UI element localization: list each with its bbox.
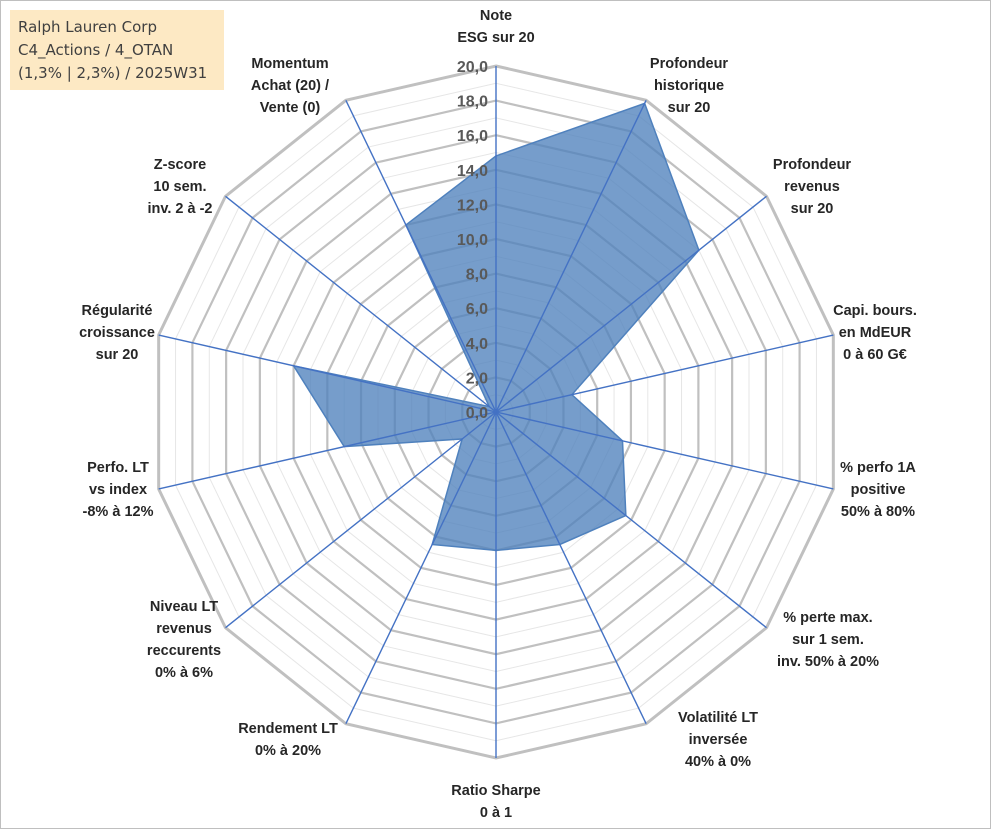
axis-label: Rendement LT 0% à 20% (238, 718, 338, 762)
axis-label-line: Niveau LT (149, 599, 219, 615)
axis-spoke (495, 411, 767, 629)
axis-label-line: positive (850, 482, 906, 498)
axis-spoke (495, 334, 834, 413)
axis-label: Capi. bours. en MdEUR 0 à 60 G€ (833, 300, 917, 366)
axis-label-line: reccurents (146, 643, 222, 659)
axis-label-line: vs index (88, 482, 148, 498)
tick-label: 4,0 (466, 336, 488, 353)
axis-spoke (345, 99, 497, 413)
axis-label: Z-score 10 sem. inv. 2 à -2 (147, 154, 212, 220)
axis-label-line: Vente (0) (259, 100, 321, 116)
axis-spoke (495, 411, 834, 490)
axis-label-line: % perfo 1A (840, 460, 916, 476)
axis-label-line: 40% à 0% (684, 754, 752, 770)
axis-label-line: croissance (79, 325, 155, 341)
tick-label: 6,0 (466, 301, 488, 318)
axis-label-line: Note (479, 8, 513, 24)
axis-label-line: Momentum (251, 56, 329, 72)
tick-labels: 0,0 2,0 4,0 6,0 8,0 10,0 12,0 14,0 16,0 18,0 20,0 (457, 59, 488, 422)
axis-label-line: 0 à 1 (479, 805, 513, 821)
axis-label-line: sur 20 (667, 100, 711, 116)
tick-label: 20,0 (457, 59, 488, 76)
axis-label-line: en MdEUR (838, 325, 912, 341)
axis-label: Profondeur historique sur 20 (650, 53, 728, 119)
axis-spoke (225, 411, 497, 629)
axis-label-line: revenus (784, 179, 840, 195)
axis-label-line: 0% à 20% (254, 743, 322, 759)
axis-label-line: Perfo. LT (87, 460, 149, 476)
axis-label-line: Volatilité LT (677, 710, 759, 726)
axis-label-line: 0% à 6% (154, 665, 214, 681)
axis-label-line: sur 1 sem. (792, 632, 864, 648)
axis-spoke (158, 411, 497, 490)
axis-label: Perfo. LT vs index -8% à 12% (83, 457, 154, 523)
axis-spoke (495, 195, 767, 413)
axis-label: Ratio Sharpe 0 à 1 (451, 780, 540, 824)
axis-label-line: sur 20 (790, 201, 834, 217)
axis-label: Note ESG sur 20 (457, 5, 534, 49)
axis-label-line: Rendement LT (238, 721, 338, 737)
axis-label-line: revenus (156, 621, 212, 637)
axis-label-line: 50% à 80% (840, 504, 916, 520)
axis-label-line: Capi. bours. (833, 303, 917, 319)
axis-label: Régularité croissance sur 20 (79, 300, 155, 366)
axis-label-line: Z-score (153, 157, 207, 173)
tick-label: 10,0 (457, 232, 488, 249)
title-line-3: (1,3% | 2,3%) / 2025W31 (18, 64, 208, 82)
axis-label: Volatilité LT inversée 40% à 0% (678, 707, 758, 773)
tick-label: 14,0 (457, 163, 488, 180)
axis-spoke (225, 195, 497, 413)
axis-spoke (345, 411, 497, 725)
axis-label-line: Achat (20) / (250, 78, 330, 94)
axis-label: Momentum Achat (20) / Vente (0) (251, 53, 329, 119)
axis-label-line: % perte max. (783, 610, 873, 626)
title-box: Ralph Lauren Corp C4_Actions / 4_OTAN (1… (10, 10, 224, 90)
axis-label-line: Régularité (81, 303, 153, 319)
axis-label: % perte max. sur 1 sem. inv. 50% à 20% (777, 607, 879, 673)
axis-label-line: inv. 2 à -2 (147, 201, 213, 217)
axis-label-line: Profondeur (649, 56, 729, 72)
axis-label-line: sur 20 (95, 347, 139, 363)
tick-label: 18,0 (457, 94, 488, 111)
axis-label: Niveau LT revenus reccurents 0% à 6% (147, 596, 221, 684)
tick-label: 16,0 (457, 128, 488, 145)
axis-label-line: ESG sur 20 (457, 30, 535, 46)
tick-label: 8,0 (466, 267, 488, 284)
title-line-1: Ralph Lauren Corp (18, 18, 157, 36)
axis-label-line: -8% à 12% (82, 504, 154, 520)
tick-label: 0,0 (466, 405, 488, 422)
axis-label-line: Profondeur (772, 157, 852, 173)
axis-label-line: historique (653, 78, 725, 94)
axis-label-line: Ratio Sharpe (451, 783, 541, 799)
axis-label-line: inversée (688, 732, 748, 748)
axis-spoke (495, 411, 647, 725)
axis-label: % perfo 1A positive 50% à 80% (840, 457, 916, 523)
axis-label-line: 0 à 60 G€ (843, 347, 907, 363)
axis-spokes (158, 66, 834, 758)
title-line-2: C4_Actions / 4_OTAN (18, 41, 174, 59)
axis-spoke (158, 334, 497, 413)
axis-label-line: inv. 50% à 20% (776, 654, 880, 670)
tick-label: 12,0 (457, 197, 488, 214)
tick-label: 2,0 (466, 370, 488, 387)
axis-label-line: 10 sem. (153, 179, 207, 195)
axis-spoke (495, 99, 647, 413)
axis-label: Profondeur revenus sur 20 (773, 154, 851, 220)
